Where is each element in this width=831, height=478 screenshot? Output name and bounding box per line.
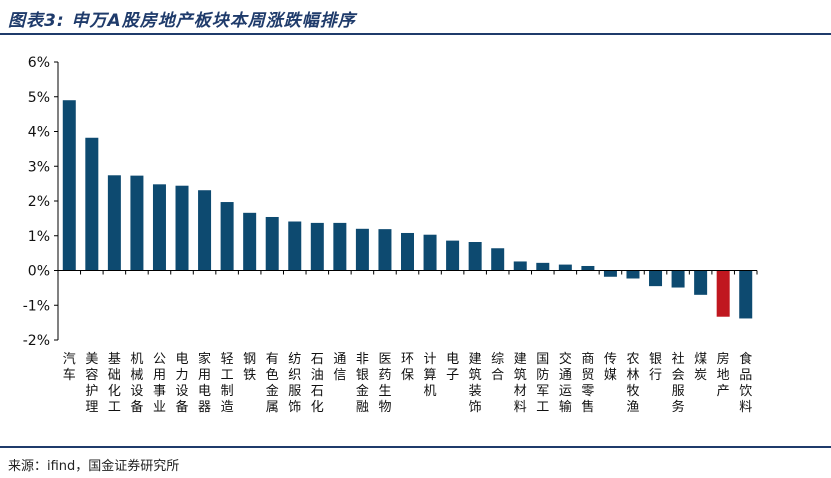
x-tick-label: 电子: [446, 352, 459, 383]
bar: [491, 248, 505, 271]
bar: [265, 216, 279, 271]
x-tick-label: 建筑装饰: [469, 352, 482, 415]
x-tick-label: 房地产: [717, 351, 730, 399]
title-rule: [0, 33, 831, 35]
x-tick-label: 石油石化: [311, 352, 324, 415]
bar: [220, 202, 234, 271]
x-tick-label: 通信: [333, 352, 346, 383]
y-tick-label: 1%: [28, 229, 50, 245]
y-tick-label: 2%: [28, 194, 50, 210]
y-tick-label: 0%: [28, 264, 50, 280]
bar: [649, 270, 663, 287]
bar: [446, 240, 460, 271]
y-tick-label: -2%: [23, 333, 50, 349]
x-tick-label: 商贸零售: [581, 352, 594, 415]
bar: [152, 184, 166, 271]
x-tick-label: 煤炭: [694, 352, 707, 383]
bar: [333, 222, 347, 271]
bar: [243, 212, 257, 271]
x-tick-label: 食品饮料: [739, 351, 752, 415]
x-tick-label: 交通运输: [559, 351, 572, 415]
x-tick-label: 机械设备: [130, 352, 143, 415]
bar: [310, 222, 324, 271]
x-tick-label: 基础化工: [108, 352, 121, 415]
x-tick-label: 社会服务: [672, 351, 685, 415]
x-tick-label: 医药生物: [378, 352, 391, 415]
y-tick-label: -1%: [23, 298, 50, 314]
bar: [401, 232, 414, 271]
source-note: 来源：ifind，国金证券研究所: [8, 459, 180, 474]
x-tick-label: 电力设备: [176, 352, 189, 415]
bar: [288, 221, 302, 271]
x-tick-label: 家用电器: [198, 351, 211, 415]
x-tick-label: 综合: [491, 352, 504, 383]
x-tick-label: 纺织服饰: [288, 352, 301, 415]
x-tick-label: 非银金融: [356, 352, 369, 415]
bar: [468, 242, 482, 271]
x-tick-label: 计算机: [424, 352, 437, 399]
x-tick-label: 农林牧渔: [626, 352, 639, 415]
bar: [130, 175, 144, 271]
x-tick-label: 有色金属: [266, 352, 279, 415]
bar: [378, 229, 392, 271]
bar: [671, 270, 685, 288]
x-tick-label: 国防军工: [536, 352, 549, 415]
x-tick-label: 钢铁: [243, 352, 256, 383]
x-tick-label: 汽车: [63, 352, 76, 383]
x-tick-label: 传媒: [604, 352, 617, 383]
x-tick-label: 建筑材料: [514, 352, 527, 415]
x-tick-label: 公用事业: [153, 352, 166, 415]
bar: [62, 100, 76, 271]
bar: [694, 270, 708, 295]
source-rule: [0, 446, 831, 448]
bar: [513, 261, 527, 271]
bar: [85, 137, 99, 271]
bar: [581, 265, 595, 271]
bar: [198, 190, 212, 271]
y-tick-label: 4%: [28, 125, 50, 141]
bar: [603, 270, 617, 277]
y-tick-label: 6%: [28, 55, 50, 71]
bar: [423, 234, 437, 271]
bar: [739, 270, 753, 319]
x-tick-label: 美容护理: [85, 352, 98, 415]
x-tick-label: 银行: [649, 352, 662, 383]
bar: [716, 270, 730, 317]
bar: [355, 228, 369, 271]
y-tick-label: 5%: [28, 90, 50, 106]
bar: [175, 185, 189, 271]
x-tick-label: 轻工制造: [221, 352, 234, 415]
bar: [558, 264, 572, 271]
bar: [536, 262, 550, 271]
bar: [626, 270, 640, 279]
y-tick-label: 3%: [28, 159, 50, 175]
bar: [107, 175, 121, 271]
x-tick-label: 环保: [401, 352, 414, 383]
bar-chart: 6% 5% 4% 3% 2% 1% 0% -1% -2% 汽车美容护理基础化工机械设备公用事业电力…: [23, 55, 758, 415]
figure-title: 图表3: 申万A股房地产板块本周涨跌幅排序: [8, 11, 356, 31]
